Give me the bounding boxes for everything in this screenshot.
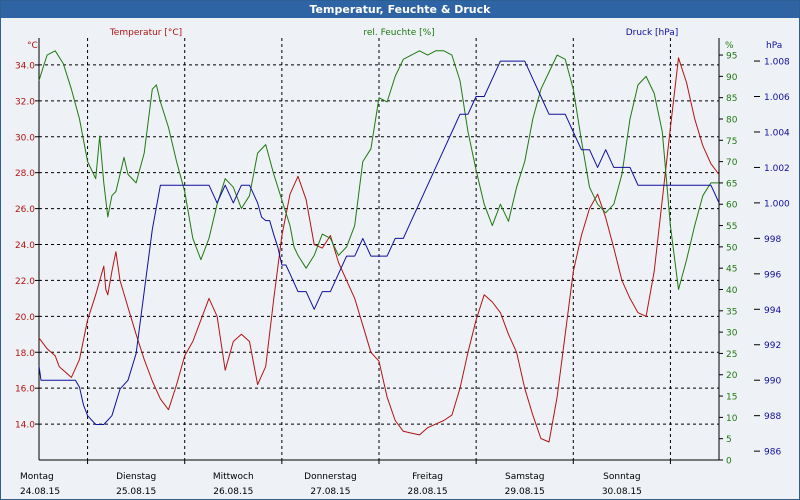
- day-name-label: Montag: [20, 472, 54, 482]
- pressure-tick-label: 1.004: [764, 128, 790, 138]
- humidity-tick-label: 0: [726, 457, 732, 467]
- grid: [39, 38, 719, 460]
- day-name-label: Samstag: [505, 472, 544, 482]
- humidity-tick-label: 55: [726, 222, 737, 232]
- humidity-tick-label: 70: [726, 158, 738, 168]
- humidity-tick-label: 35: [726, 307, 737, 317]
- humidity-tick-label: 40: [726, 286, 738, 296]
- ticks-layer: 14.0 16.0 18.0 20.0 22.0 24.0 26.0 28.0 30.0 32.0…: [15, 52, 790, 497]
- humidity-unit: %: [725, 41, 734, 51]
- humidity-tick-label: 60: [726, 201, 738, 211]
- temperature-tick-label: 26.0: [15, 205, 35, 215]
- window-title: Temperatur, Feuchte & Druck: [1, 1, 799, 18]
- day-date-label: 28.08.15: [408, 487, 448, 497]
- humidity-tick-label: 90: [726, 73, 738, 83]
- day-name-label: Sonntag: [603, 472, 640, 482]
- pressure-tick-label: 996: [764, 270, 781, 280]
- temperature-tick-label: 24.0: [15, 241, 35, 251]
- pressure-tick-label: 988: [764, 412, 781, 422]
- day-date-label: 24.08.15: [20, 487, 60, 497]
- pressure-tick-label: 998: [764, 235, 781, 245]
- humidity-tick-label: 20: [726, 371, 738, 381]
- temperature-unit: °C: [27, 41, 38, 51]
- pressure-unit: hPa: [766, 41, 782, 51]
- pressure-tick-label: 1.006: [764, 93, 790, 103]
- humidity-tick-label: 25: [726, 350, 737, 360]
- day-date-label: 27.08.15: [310, 487, 350, 497]
- humidity-tick-label: 75: [726, 137, 737, 147]
- pressure-tick-label: 986: [764, 448, 781, 458]
- temperature-series-line: [38, 57, 720, 443]
- series-layer: [38, 50, 720, 443]
- humidity-tick-label: 65: [726, 179, 737, 189]
- day-date-label: 30.08.15: [602, 487, 642, 497]
- day-name-label: Donnerstag: [304, 472, 357, 482]
- humidity-tick-label: 15: [726, 393, 737, 403]
- pressure-tick-label: 1.008: [764, 58, 790, 68]
- pressure-tick-label: 1.002: [764, 164, 790, 174]
- day-date-label: 26.08.15: [213, 487, 253, 497]
- day-date-label: 29.08.15: [505, 487, 545, 497]
- temperature-tick-label: 34.0: [15, 61, 35, 71]
- humidity-axis-label: rel. Feuchte [%]: [363, 28, 434, 38]
- humidity-tick-label: 50: [726, 243, 738, 253]
- humidity-tick-label: 5: [726, 435, 732, 445]
- humidity-tick-label: 45: [726, 265, 737, 275]
- pressure-series-line: [38, 60, 720, 425]
- pressure-axis-label: Druck [hPa]: [626, 28, 679, 38]
- pressure-tick-label: 992: [764, 341, 781, 351]
- humidity-tick-label: 30: [726, 329, 738, 339]
- temperature-tick-label: 14.0: [15, 421, 35, 431]
- temperature-tick-label: 18.0: [15, 349, 35, 359]
- temperature-tick-label: 28.0: [15, 169, 35, 179]
- temperature-axis-label: Temperatur [°C]: [109, 28, 182, 38]
- pressure-tick-label: 1.000: [764, 199, 790, 209]
- temperature-tick-label: 22.0: [15, 277, 35, 287]
- pressure-tick-label: 994: [764, 306, 781, 316]
- temperature-tick-label: 32.0: [15, 97, 35, 107]
- humidity-tick-label: 80: [726, 115, 738, 125]
- temperature-tick-label: 20.0: [15, 313, 35, 323]
- day-date-label: 25.08.15: [116, 487, 156, 497]
- day-name-label: Dienstag: [116, 472, 156, 482]
- day-name-label: Mittwoch: [213, 472, 254, 482]
- humidity-tick-label: 85: [726, 94, 737, 104]
- humidity-tick-label: 95: [726, 52, 737, 62]
- humidity-series-line: [38, 50, 719, 290]
- pressure-tick-label: 990: [764, 377, 781, 387]
- humidity-tick-label: 10: [726, 414, 738, 424]
- day-name-label: Freitag: [412, 472, 443, 482]
- temperature-tick-label: 16.0: [15, 385, 35, 395]
- temperature-tick-label: 30.0: [15, 133, 35, 143]
